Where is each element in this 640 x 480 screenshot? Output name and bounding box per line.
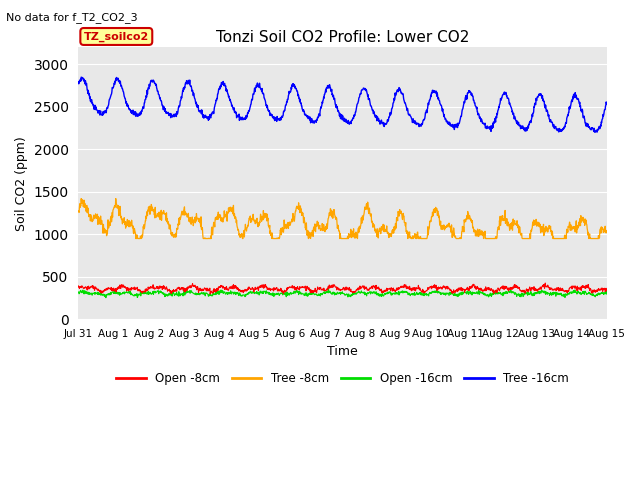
Legend: Open -8cm, Tree -8cm, Open -16cm, Tree -16cm: Open -8cm, Tree -8cm, Open -16cm, Tree -… bbox=[111, 367, 573, 390]
X-axis label: Time: Time bbox=[327, 345, 358, 358]
Text: TZ_soilco2: TZ_soilco2 bbox=[84, 31, 149, 42]
Text: No data for f_T2_CO2_3: No data for f_T2_CO2_3 bbox=[6, 12, 138, 23]
Title: Tonzi Soil CO2 Profile: Lower CO2: Tonzi Soil CO2 Profile: Lower CO2 bbox=[216, 29, 469, 45]
Y-axis label: Soil CO2 (ppm): Soil CO2 (ppm) bbox=[15, 136, 28, 230]
